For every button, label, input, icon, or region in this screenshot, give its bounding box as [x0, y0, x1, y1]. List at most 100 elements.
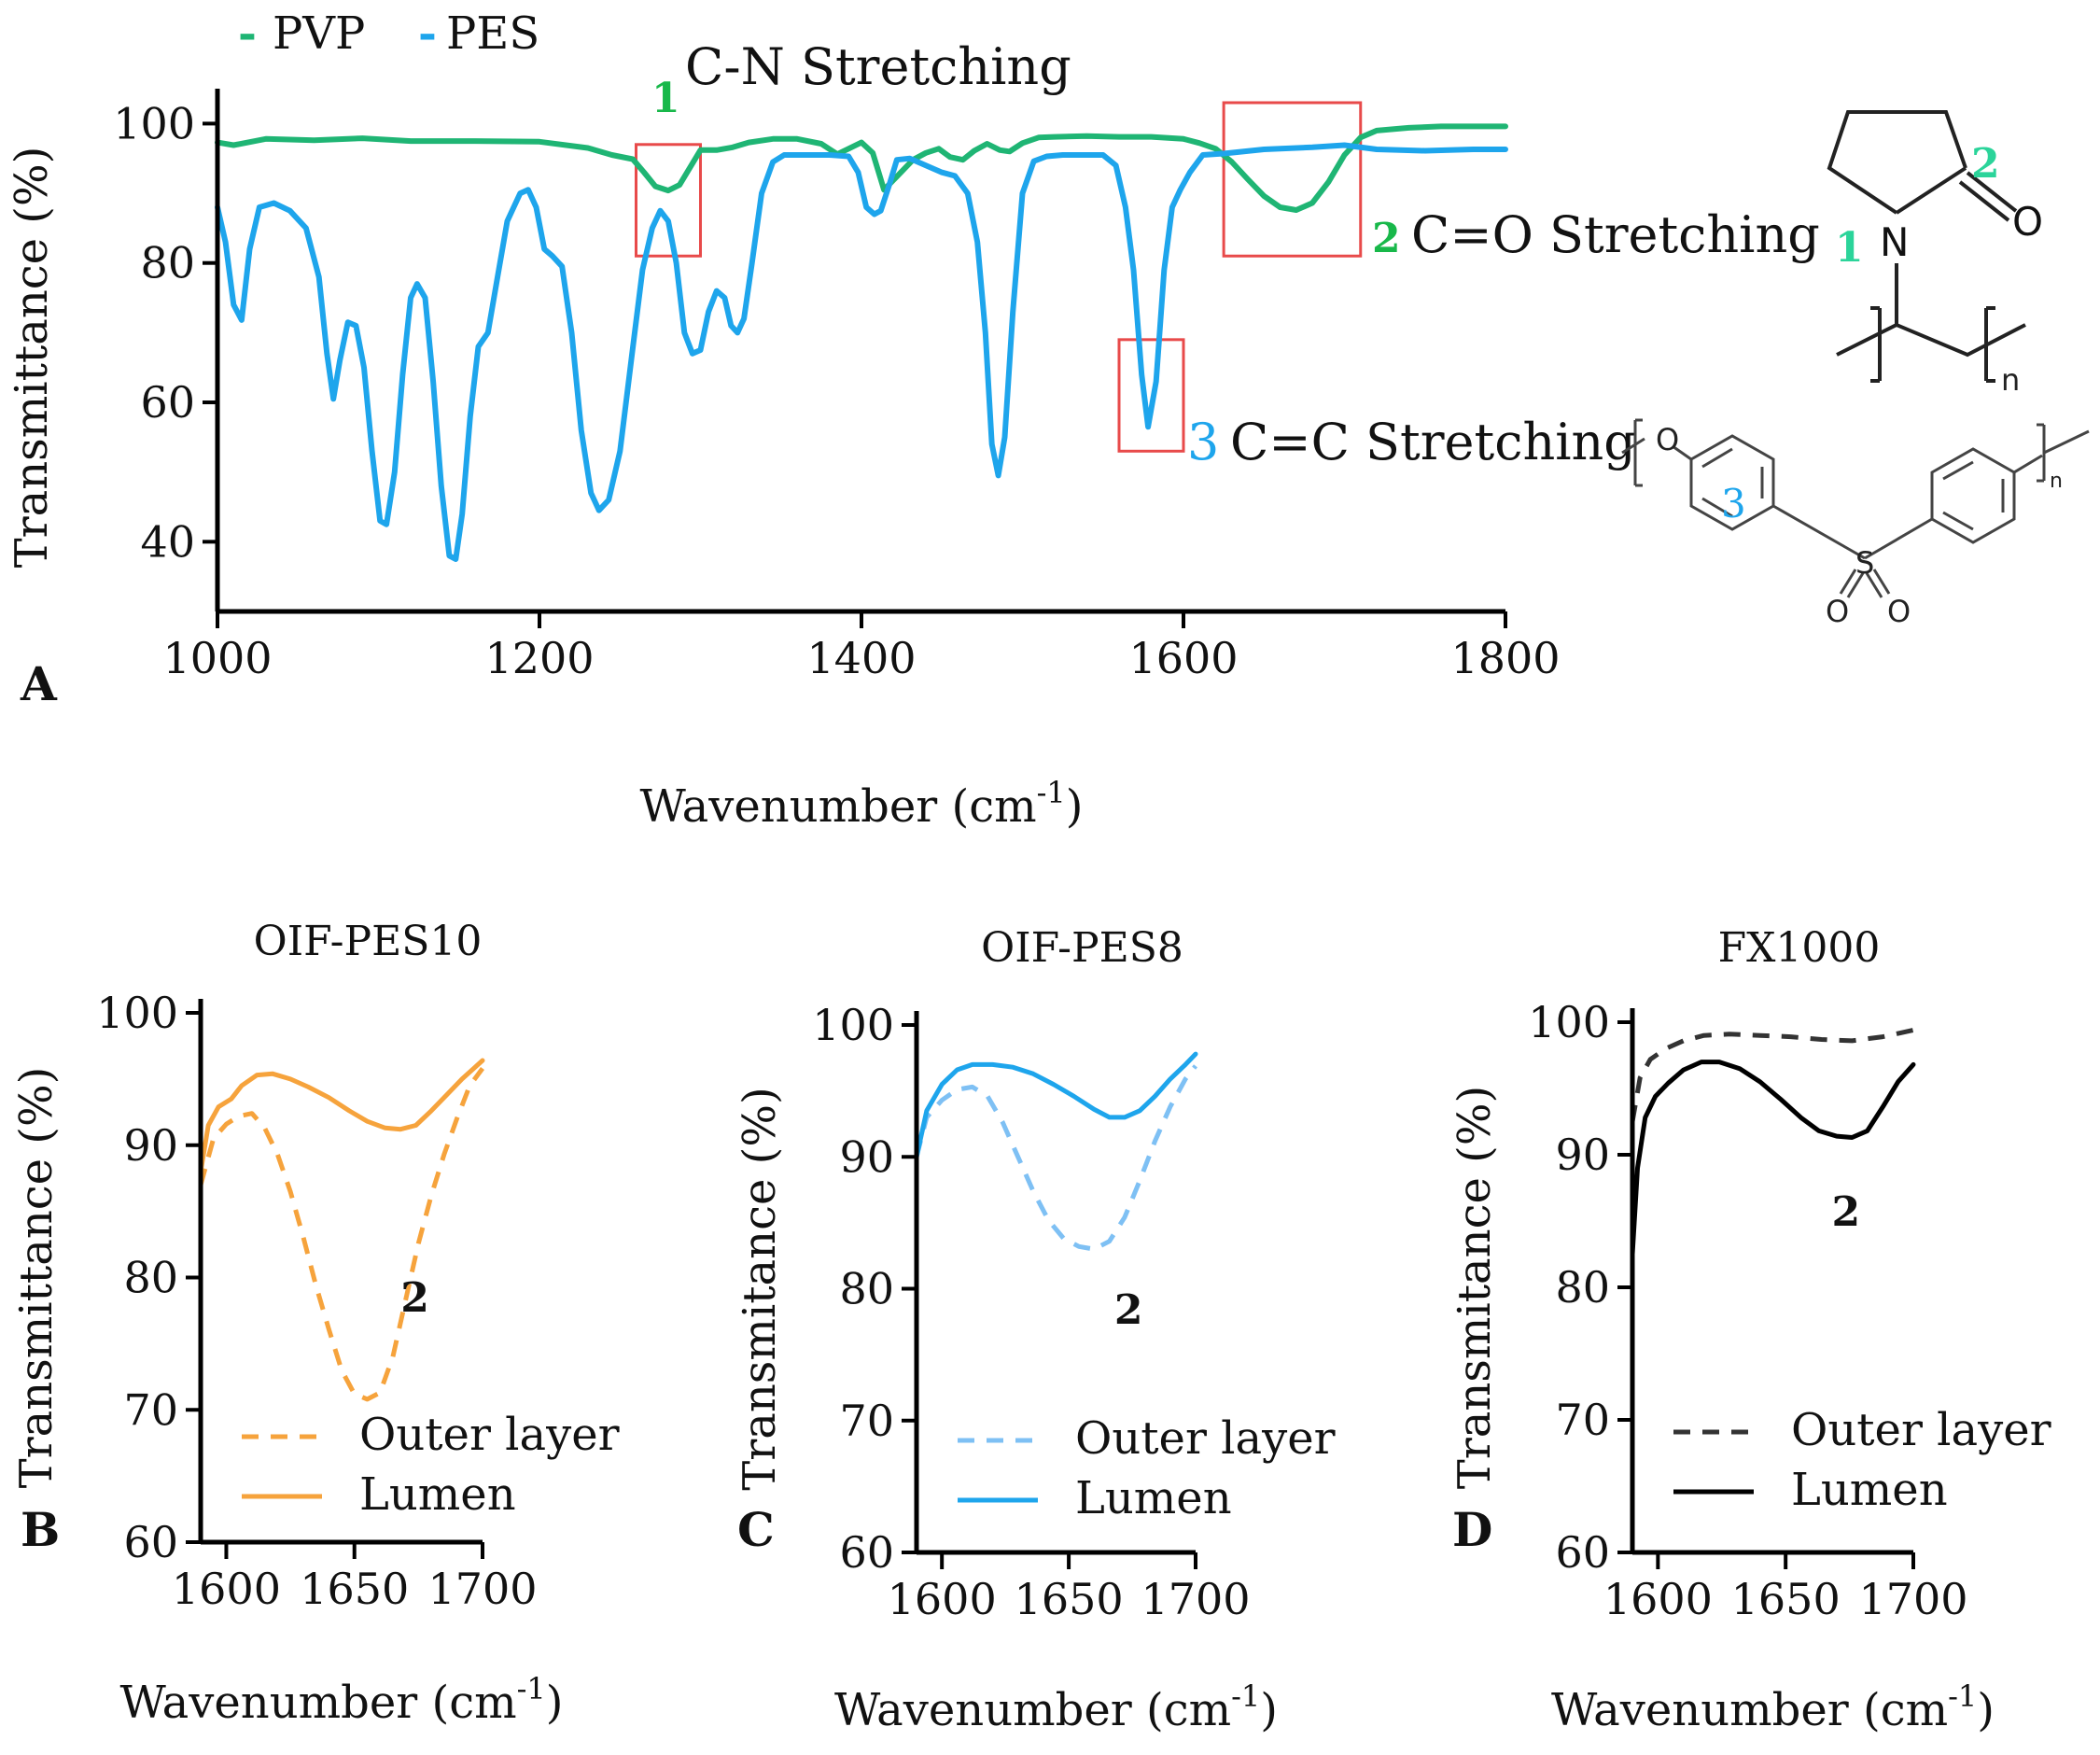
x-tick-label: 1000 [162, 633, 272, 683]
pes-atom-s: S [1855, 545, 1874, 581]
x-tick-label: 1700 [427, 1564, 537, 1614]
x-tick-label: 1600 [1128, 633, 1238, 683]
legend-pes-label: PES [446, 7, 539, 60]
series-line-outer-layer [1630, 1028, 1914, 1122]
y-tick-label: 100 [1528, 997, 1610, 1047]
peak-1-text: C-N Stretching [685, 37, 1071, 96]
chart-title: OIF-PES8 [981, 924, 1183, 972]
legend-label-lumen: Lumen [1791, 1464, 1948, 1516]
y-tick-label: 70 [839, 1396, 894, 1446]
x-tick-label: 1200 [484, 633, 594, 683]
series-line-outer-layer [914, 1064, 1197, 1252]
y-tick-label: 100 [113, 98, 195, 148]
peak-2-text: C=O Stretching [1411, 205, 1820, 264]
legend-pvp-marker: - [238, 7, 257, 60]
y-tick-label: 60 [123, 1517, 178, 1567]
series-line-pes [215, 142, 1508, 562]
pvp-structure [1827, 110, 2026, 383]
y-tick-label: 80 [839, 1264, 894, 1314]
x-axis-title: Wavenumber (cm-1) [119, 1671, 563, 1729]
x-tick-label: 1600 [1603, 1574, 1713, 1624]
x-axis-title: Wavenumber (cm-1) [834, 1678, 1278, 1736]
panel-b: 60 70 80 90 100 1600 1650 1700 Wavenumber (cm-1)… [10, 918, 620, 1729]
peak-label-2: 2 [1831, 1188, 1860, 1236]
y-tick-label: 80 [123, 1253, 178, 1303]
panel-letter-c: C [737, 1502, 775, 1557]
y-tick-label: 90 [839, 1131, 894, 1182]
x-tick-label: 1650 [1731, 1574, 1841, 1624]
peak-2-number: 2 [1372, 215, 1401, 262]
y-axis-title: Transmitance (%) [1449, 1086, 1501, 1489]
legend-label-outer-layer: Outer layer [1791, 1404, 2051, 1456]
y-tick-label: 100 [96, 988, 178, 1038]
y-tick-label: 100 [812, 1000, 894, 1050]
y-tick-label: 70 [1555, 1395, 1610, 1445]
chart-title: FX1000 [1718, 924, 1881, 972]
pes-atom-o2: O [1887, 594, 1911, 629]
panel-d: 60 70 80 90 100 1600 1650 1700 Wavenumber (cm-1)… [1449, 924, 2051, 1736]
pvp-subscript-n: n [2001, 362, 2020, 398]
x-tick-label: 1650 [1015, 1574, 1124, 1624]
y-tick-label: 80 [1555, 1262, 1610, 1313]
legend-label-outer-layer: Outer layer [359, 1409, 620, 1461]
series-line-outer-layer [198, 1067, 485, 1402]
panel-letter-a: A [20, 656, 58, 711]
x-axis-title: Wavenumber (cm-1) [639, 775, 1083, 833]
x-tick-label: 1400 [806, 633, 916, 683]
y-axis-title: Transmittance (%) [10, 1067, 63, 1489]
peak-3-text: C=C Stretching [1230, 413, 1636, 471]
plot-d: 60 70 80 90 100 1600 1650 1700 Wavenumber (cm-1)… [1449, 924, 2051, 1736]
series-line-pvp [215, 123, 1508, 213]
y-tick-label: 80 [140, 238, 195, 288]
peak-label-2: 2 [1114, 1286, 1143, 1334]
x-tick-label: 1700 [1858, 1574, 1967, 1624]
y-tick-label: 40 [140, 516, 195, 567]
peak-3-number: 3 [1187, 413, 1219, 471]
y-tick-label: 90 [123, 1120, 178, 1171]
y-tick-label: 90 [1555, 1130, 1610, 1180]
chart-title: OIF-PES10 [254, 918, 483, 965]
pvp-atom-n: N [1880, 219, 1909, 265]
x-tick-label: 1650 [300, 1564, 409, 1614]
series-line-lumen [198, 1058, 485, 1174]
y-axis-title: Transmittance (%) [6, 147, 58, 569]
pes-label-3: 3 [1721, 481, 1746, 526]
y-tick-label: 60 [140, 377, 195, 428]
pes-subscript-n: n [2050, 470, 2063, 493]
x-tick-label: 1600 [888, 1574, 997, 1624]
y-tick-label: 70 [123, 1384, 178, 1435]
x-axis-title: Wavenumber (cm-1) [1551, 1678, 1995, 1736]
plot-b: 60 70 80 90 100 1600 1650 1700 Wavenumber (cm-1)… [10, 918, 620, 1729]
pes-atom-o1: O [1826, 594, 1849, 629]
panel-letter-b: B [21, 1502, 60, 1557]
plot-a: 40 60 80 100 1000 1200 1400 1600 1800 Wavenumber … [6, 89, 1561, 833]
y-tick-label: 60 [839, 1527, 894, 1578]
y-axis-title: Transmitance (%) [734, 1087, 786, 1490]
legend-label-lumen: Lumen [1075, 1472, 1232, 1524]
pvp-label-2: 2 [1971, 140, 2000, 188]
plot-c: 60 70 80 90 100 1600 1650 1700 Wavenumber (cm-1)… [734, 924, 1336, 1736]
series-line-lumen [914, 1051, 1198, 1159]
x-tick-label: 1600 [172, 1564, 281, 1614]
series-line-lumen [1630, 1060, 1916, 1257]
peak-label-2: 2 [400, 1274, 429, 1322]
legend-pvp-label: PVP [273, 7, 365, 60]
legend-label-lumen: Lumen [359, 1468, 516, 1521]
x-tick-label: 1800 [1450, 633, 1560, 683]
legend-label-outer-layer: Outer layer [1075, 1412, 1336, 1465]
highlight-box-3 [1117, 338, 1185, 453]
panel-c: 60 70 80 90 100 1600 1650 1700 Wavenumber (cm-1)… [734, 924, 1336, 1736]
pes-structure [1621, 418, 2090, 598]
legend-pes-marker: - [418, 7, 437, 60]
y-tick-label: 60 [1555, 1527, 1610, 1578]
panel-letter-d: D [1452, 1502, 1492, 1557]
x-tick-label: 1700 [1141, 1574, 1250, 1624]
peak-1-number: 1 [651, 75, 680, 122]
pvp-atom-o: O [2012, 199, 2043, 245]
panel-a: 40 60 80 100 1000 1200 1400 1600 1800 Wavenumber … [6, 7, 2090, 833]
highlight-box-2 [1222, 101, 1363, 258]
highlight-box-1 [635, 143, 702, 258]
pes-atom-o-ether: O [1656, 422, 1679, 457]
pvp-label-1: 1 [1835, 224, 1864, 272]
